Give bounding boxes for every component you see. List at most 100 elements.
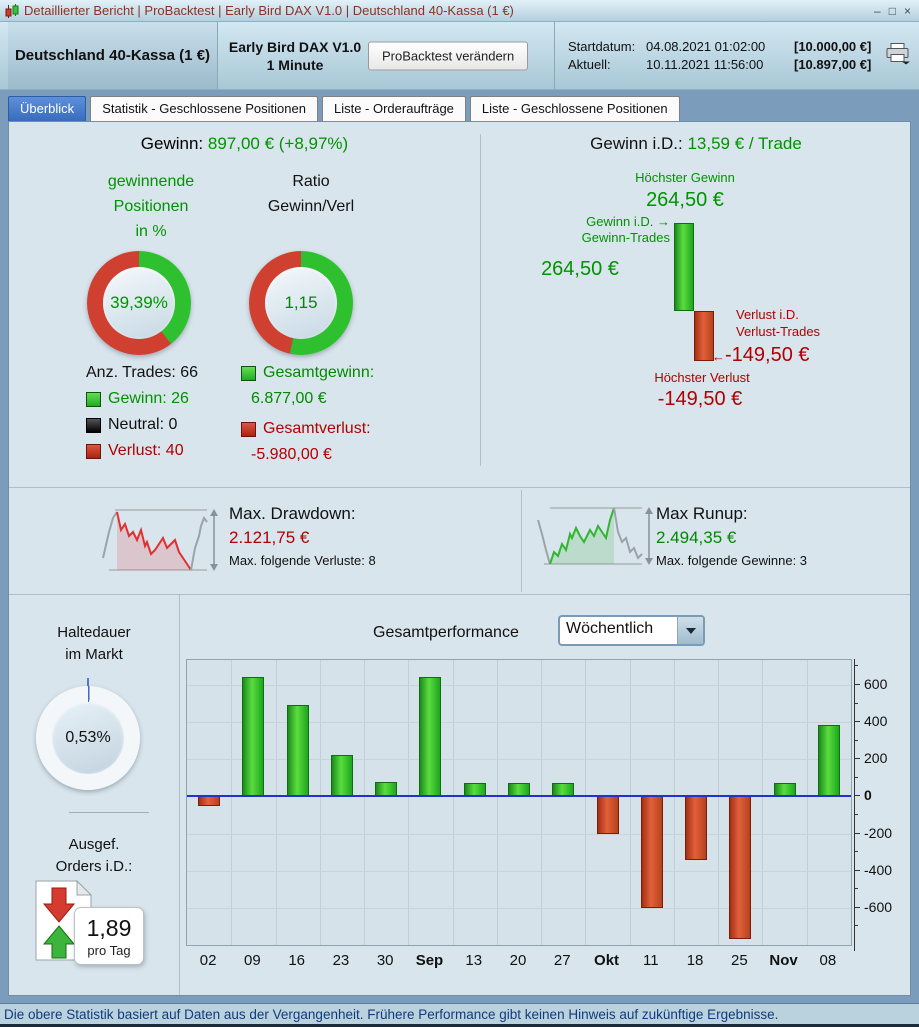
y-tick-label: 400 [864,713,888,730]
hoechster-verlust-value: -149,50 € [657,388,743,410]
green-square-icon [86,391,101,407]
y-tick-label: -200 [864,824,893,841]
gewinn-value: 897,00 € (+8,97%) [203,134,349,153]
green-square-icon [241,365,256,381]
vertical-gridline [673,660,675,945]
gewinn-id-value: 264,50 € [541,258,619,280]
perf-bar-08 [817,724,840,797]
y-tick [854,684,860,686]
y-minor-tick [854,851,858,853]
ratio-header: Ratio Gewinn/Verl [267,173,355,215]
interval-dropdown[interactable]: Wöchentlich [558,615,705,646]
maximize-button[interactable]: □ [888,3,896,18]
anz-trades: Anz. Trades: 66 [86,364,199,381]
x-label-23: 23 [332,952,350,969]
performance-y-axis: 600 400 200 0 -200 -400 -600 [854,659,914,951]
perf-bar-Okt [596,796,619,834]
perf-bar-09 [242,676,265,797]
x-label-18: 18 [686,952,704,969]
perf-bar-25 [729,796,752,940]
drawdown-block: Max. Drawdown: 2.121,75 € Max. folgende … [229,504,376,568]
dropdown-arrow-button[interactable] [677,617,703,644]
y-tick [854,758,860,760]
interval-dropdown-value: Wöchentlich [566,620,654,637]
gesamtgewinn-value: 6.877,00 € [251,390,327,407]
y-tick [854,906,860,908]
vertical-gridline [806,660,808,945]
x-label-25: 25 [730,952,748,969]
left-arrow-icon: ← [712,349,725,364]
gesamtverlust-value: -5.980,00 € [251,446,332,463]
horizontal-gridline [187,907,851,909]
current-label: Aktuell: [568,56,611,72]
performance-title: Gesamtperformance [373,624,519,641]
horizontal-gridline [187,870,851,872]
perf-bar-02 [198,796,221,806]
y-tick [854,869,860,871]
y-minor-tick [854,665,858,667]
minimize-button[interactable]: – [874,3,881,18]
x-label-08: 08 [819,952,837,969]
down-arrow-icon [42,887,76,923]
current-value: 10.11.2021 11:56:00 [646,56,764,72]
strategy-section: Early Bird DAX V1.0 1 Minute ProBacktest… [219,22,555,89]
divider [69,812,149,813]
instrument-label: Deutschland 40-Kassa (1 €) [8,22,218,89]
haltedauer-label: Haltedauer im Markt [57,624,131,663]
close-button[interactable]: × [903,3,911,18]
perf-bar-27 [552,782,575,797]
winning-positions-header: gewinnende Positionen in % [107,173,195,240]
legend-gewinn: Gewinn: 26 [86,386,198,412]
gewinn-label: Gewinn: [140,134,204,153]
perf-bar-13 [463,782,486,797]
drawdown-sub: Max. folgende Verluste: 8 [229,553,376,568]
x-label-02: 02 [199,952,217,969]
black-square-icon [86,417,101,433]
gewinn-id-label: Gewinn i.D. → Gewinn-Trades [581,214,670,245]
y-tick-label: -600 [864,898,893,915]
window-title: Detaillierter Bericht | ProBacktest | Ea… [24,3,514,18]
vertical-gridline [585,660,587,945]
hoechster-gewinn-label: Höchster Gewinn [635,170,735,185]
divider [9,594,910,595]
y-tick-label: 200 [864,750,888,767]
y-tick [854,721,860,723]
y-minor-tick [854,888,858,890]
perf-bar-23 [330,754,353,797]
x-label-Nov: Nov [769,952,798,969]
dates-section: Startdatum: 04.08.2021 01:02:00 [10.000,… [556,22,919,89]
x-label-11: 11 [643,952,659,969]
drawdown-value: 2.121,75 € [229,528,310,547]
hoechster-verlust-label: Höchster Verlust [654,370,750,385]
trades-legend: Anz. Trades: 66 Gewinn: 26 Neutral: 0 Ve… [86,360,198,464]
per-trade-title: Gewinn i.D.: 13,59 € / Trade [590,134,802,153]
divider [179,595,180,995]
vertical-gridline [275,660,277,945]
y-minor-tick [854,814,858,816]
titlebar: Detaillierter Bericht | ProBacktest | Ea… [0,0,919,22]
horizontal-gridline [187,759,851,761]
perf-bar-Nov [773,782,796,797]
start-value: 04.08.2021 01:02:00 [646,38,766,54]
orders-per-day-box: 1,89 pro Tag [74,907,144,965]
x-label-30: 30 [376,952,394,969]
holding-donut: 0,53% [36,686,140,790]
perf-bar-18 [685,796,708,860]
y-tick [854,832,860,834]
tab-statistik-geschlossene-positionen[interactable]: Statistik - Geschlossene Positionen [90,96,318,121]
start-label: Startdatum: [568,38,636,54]
legend-neutral: Neutral: 0 [86,412,198,438]
x-label-16: 16 [288,952,305,969]
runup-label: Max Runup: [656,504,748,523]
tab-ueberblick[interactable]: Überblick [8,96,87,121]
probacktest-veraendern-button[interactable]: ProBacktest verändern [368,41,529,70]
legend-verlust: Verlust: 40 [86,438,198,464]
tab-liste-orderauftraege[interactable]: Liste - Orderaufträge [321,96,466,121]
print-button[interactable] [885,42,911,69]
tab-liste-geschlossene-positionen[interactable]: Liste - Geschlossene Positionen [469,96,680,121]
y-tick [854,795,860,797]
vertical-gridline [718,660,720,945]
totals-legend: Gesamtgewinn: 6.877,00 € Gesamtverlust: … [241,360,374,468]
disclaimer-bar: Die obere Statistik basiert auf Daten au… [0,1003,919,1024]
gewinn-summary: Gewinn: 897,00 € (+8,97%) [9,134,480,154]
